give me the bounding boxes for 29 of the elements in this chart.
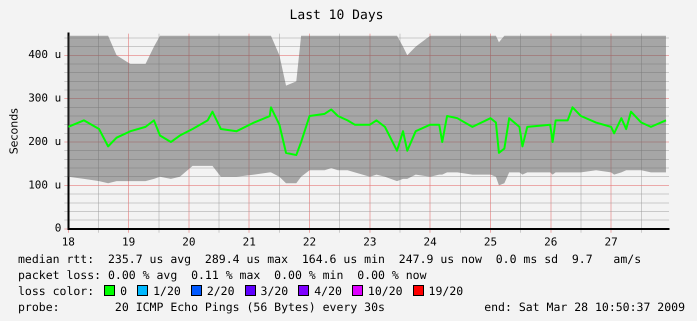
x-tick-label: 19 xyxy=(122,235,136,248)
text: 0 xyxy=(120,284,128,298)
x-tick-label: 27 xyxy=(604,235,618,248)
y-tick-label: 400 u xyxy=(28,48,62,62)
x-tick-label: 23 xyxy=(363,235,376,248)
text: 1/20 xyxy=(153,284,181,298)
y-tick-label: 200 u xyxy=(28,134,62,148)
x-tick-label: 24 xyxy=(424,235,438,248)
chart-title: Last 10 Days xyxy=(290,8,384,24)
x-tick-label: 18 xyxy=(62,235,75,248)
x-tick-label: 25 xyxy=(484,235,498,248)
x-tick-label: 26 xyxy=(544,235,558,248)
text: 2/20 xyxy=(206,284,235,298)
text: 4/20 xyxy=(314,284,342,298)
text: 10/20 xyxy=(368,284,403,298)
text: 3/20 xyxy=(260,284,288,298)
y-tick-label: 0 xyxy=(54,222,62,235)
y-tick-label: 300 u xyxy=(28,92,62,105)
x-tick-label: 20 xyxy=(182,235,196,248)
x-tick-label: 22 xyxy=(302,235,316,248)
y-tick-label: 100 u xyxy=(28,178,62,192)
text: packet loss: 0.00 % avg 0.11 % max 0.00 % min 0.00 % now xyxy=(18,268,426,282)
text: loss color: xyxy=(18,284,94,298)
y-axis-title: Seconds xyxy=(7,108,20,154)
text: end: Sat Mar 28 10:50:37 2009 xyxy=(484,300,685,314)
text: probe: 20 ICMP Echo Pings (56 Bytes) every 30s xyxy=(18,300,385,314)
text: median rtt: 235.7 us avg 289.4 us max 164.6 us min 247.9 us now 0.0 ms sd 9.7 am/s xyxy=(18,252,642,266)
x-tick-label: 21 xyxy=(242,235,256,248)
text: 19/20 xyxy=(428,284,464,298)
